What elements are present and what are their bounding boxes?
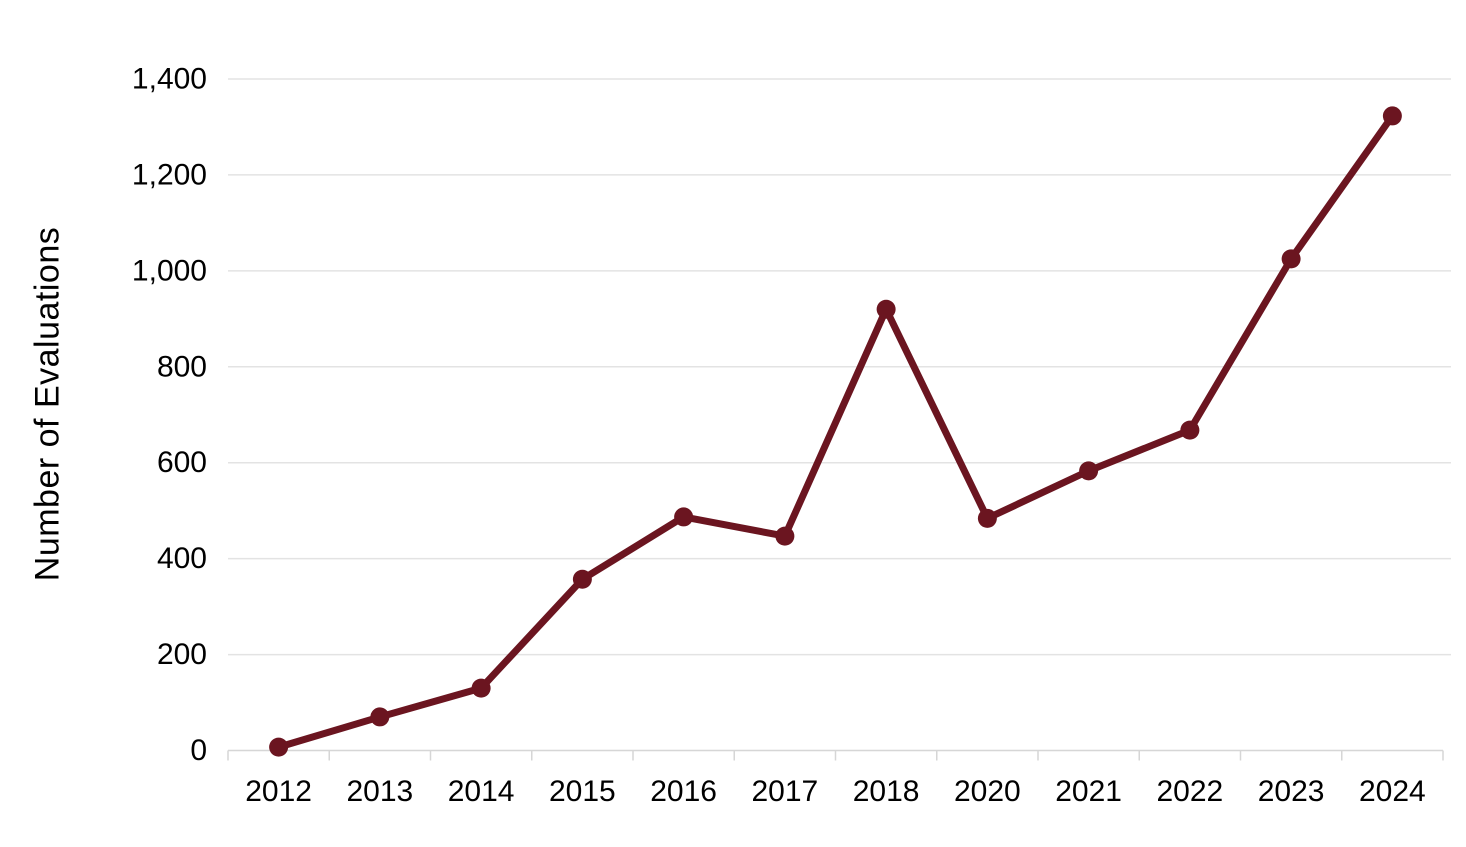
y-tick-label: 200: [157, 638, 207, 671]
data-point-marker: [1382, 106, 1402, 126]
x-tick-label: 2012: [245, 775, 312, 808]
x-tick-label: 2020: [954, 775, 1021, 808]
x-tick-label: 2024: [1359, 775, 1426, 808]
data-point-marker: [876, 299, 896, 319]
data-point-marker: [977, 508, 997, 528]
data-point-marker: [775, 526, 795, 546]
series-line: [275, 112, 1396, 751]
x-tick-label: 2015: [549, 775, 616, 808]
data-point-marker: [1079, 461, 1099, 481]
data-point-marker: [572, 569, 592, 589]
data-point-marker: [1281, 249, 1301, 269]
x-tick-label: 2021: [1055, 775, 1122, 808]
data-point-marker: [269, 737, 289, 757]
y-tick-label: 800: [157, 350, 207, 383]
y-tick-label: 1,200: [132, 158, 207, 191]
y-tick-label: 0: [190, 734, 207, 767]
data-point-marker: [1180, 420, 1200, 440]
y-tick-label: 1,400: [132, 63, 207, 96]
y-tick-label: 600: [157, 446, 207, 479]
x-tick-label: 2018: [853, 775, 920, 808]
x-tick-label: 2014: [448, 775, 515, 808]
x-tick-label: 2017: [752, 775, 819, 808]
y-tick-label: 400: [157, 542, 207, 575]
data-point-marker: [471, 678, 491, 698]
x-tick-label: 2016: [650, 775, 717, 808]
data-point-marker: [674, 507, 694, 527]
x-tick-label: 2023: [1258, 775, 1325, 808]
y-axis-title: Number of Evaluations: [28, 226, 67, 582]
y-tick-label: 1,000: [132, 254, 207, 287]
x-tick-label: 2022: [1157, 775, 1224, 808]
data-point-marker: [370, 707, 390, 727]
x-tick-label: 2013: [347, 775, 414, 808]
